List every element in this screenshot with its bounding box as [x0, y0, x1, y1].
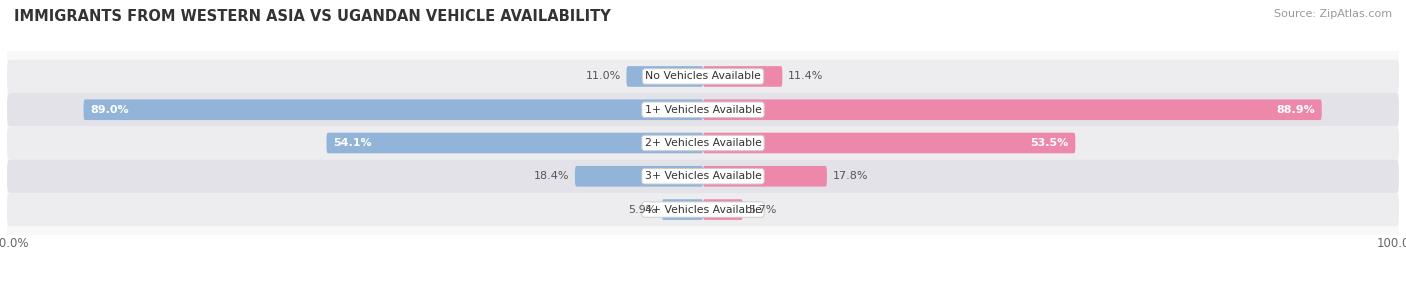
Text: 2+ Vehicles Available: 2+ Vehicles Available	[644, 138, 762, 148]
FancyBboxPatch shape	[627, 66, 703, 87]
FancyBboxPatch shape	[83, 100, 703, 120]
Text: 11.4%: 11.4%	[787, 72, 824, 82]
FancyBboxPatch shape	[703, 66, 782, 87]
Text: 89.0%: 89.0%	[90, 105, 129, 115]
Text: Source: ZipAtlas.com: Source: ZipAtlas.com	[1274, 9, 1392, 19]
FancyBboxPatch shape	[7, 60, 1399, 93]
FancyBboxPatch shape	[703, 133, 1076, 153]
Text: 5.9%: 5.9%	[628, 204, 657, 214]
FancyBboxPatch shape	[662, 199, 703, 220]
FancyBboxPatch shape	[703, 166, 827, 186]
Text: IMMIGRANTS FROM WESTERN ASIA VS UGANDAN VEHICLE AVAILABILITY: IMMIGRANTS FROM WESTERN ASIA VS UGANDAN …	[14, 9, 610, 23]
Text: 17.8%: 17.8%	[832, 171, 868, 181]
FancyBboxPatch shape	[7, 126, 1399, 160]
Text: 5.7%: 5.7%	[748, 204, 776, 214]
Text: 4+ Vehicles Available: 4+ Vehicles Available	[644, 204, 762, 214]
FancyBboxPatch shape	[326, 133, 703, 153]
FancyBboxPatch shape	[7, 160, 1399, 193]
Text: 54.1%: 54.1%	[333, 138, 373, 148]
Text: 88.9%: 88.9%	[1277, 105, 1315, 115]
Text: 1+ Vehicles Available: 1+ Vehicles Available	[644, 105, 762, 115]
Text: 3+ Vehicles Available: 3+ Vehicles Available	[644, 171, 762, 181]
FancyBboxPatch shape	[703, 199, 742, 220]
FancyBboxPatch shape	[575, 166, 703, 186]
Text: 53.5%: 53.5%	[1031, 138, 1069, 148]
Text: 18.4%: 18.4%	[534, 171, 569, 181]
FancyBboxPatch shape	[703, 100, 1322, 120]
Text: 11.0%: 11.0%	[586, 72, 621, 82]
FancyBboxPatch shape	[7, 93, 1399, 126]
FancyBboxPatch shape	[7, 193, 1399, 226]
Text: No Vehicles Available: No Vehicles Available	[645, 72, 761, 82]
